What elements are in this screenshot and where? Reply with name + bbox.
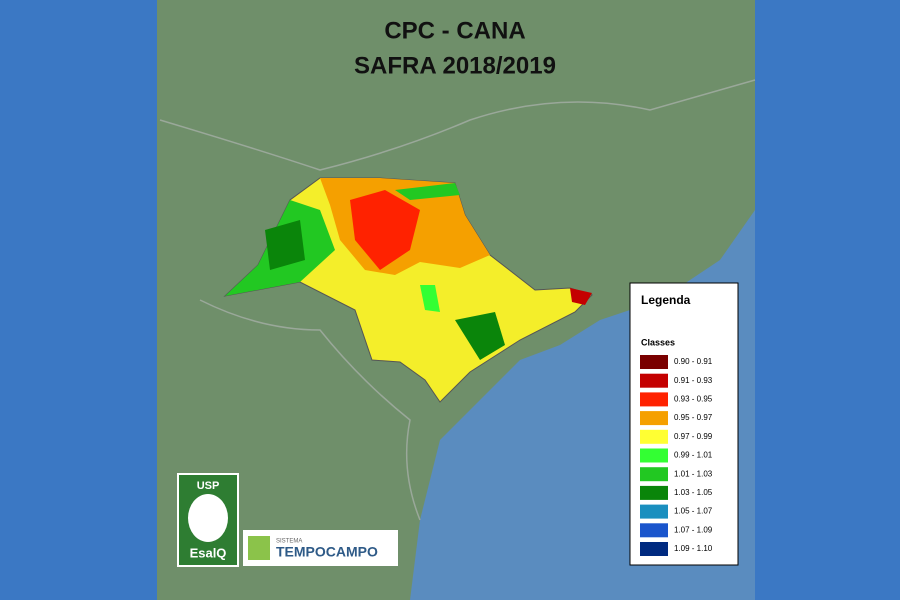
region-green [395,183,460,200]
region-darkgreen [265,220,305,270]
legend-label: 0.95 - 0.97 [674,413,713,422]
legend-label: 1.05 - 1.07 [674,507,713,516]
region-darkred [570,288,592,305]
legend-swatch [640,411,668,426]
legend-swatch [640,542,668,556]
logo-emblem [188,494,228,542]
legend-swatch [640,373,668,388]
legend-label: 0.90 - 0.91 [674,357,713,366]
legend-label: 0.99 - 1.01 [674,451,713,460]
legend-swatch [640,523,668,538]
subtitle: SAFRA 2018/2019 [354,52,556,79]
logo-text: SISTEMA [276,539,302,545]
border [159,79,756,171]
legend-label: 0.97 - 0.99 [674,432,713,441]
logo-text: USP [197,480,220,492]
legend-title: Legenda [641,293,691,307]
title: CPC - CANA [384,17,525,44]
legend-label: 0.93 - 0.95 [674,395,713,404]
region-red [350,190,420,270]
logo-icon [248,536,270,560]
legend-label: 1.01 - 1.03 [674,469,713,478]
tempocampo-logo: SISTEMA TEMPOCAMPO [243,530,398,566]
border [199,299,421,521]
legend-label: 1.07 - 1.09 [674,525,713,534]
legend-swatch [640,467,668,482]
legend-swatch [640,448,668,463]
legend: Legenda Classes 0.90 - 0.91 0.91 - 0.93 0.… [629,282,739,566]
legend-swatch [640,485,668,500]
logo-text: TEMPOCAMPO [276,544,378,560]
legend-label: 0.91 - 0.93 [674,376,713,385]
legend-swatch [640,504,668,519]
usp-logo: USP EsalQ [177,473,239,567]
legend-label: 1.09 - 1.10 [674,544,713,553]
region-darkgreen [455,312,505,360]
logo-text: EsalQ [190,545,227,560]
legend-swatch [640,355,668,369]
legend-swatch [640,392,668,407]
region-lightgreen [420,285,440,312]
legend-subtitle: Classes [641,337,675,347]
legend-swatch [640,429,668,444]
legend-label: 1.03 - 1.05 [674,488,713,497]
